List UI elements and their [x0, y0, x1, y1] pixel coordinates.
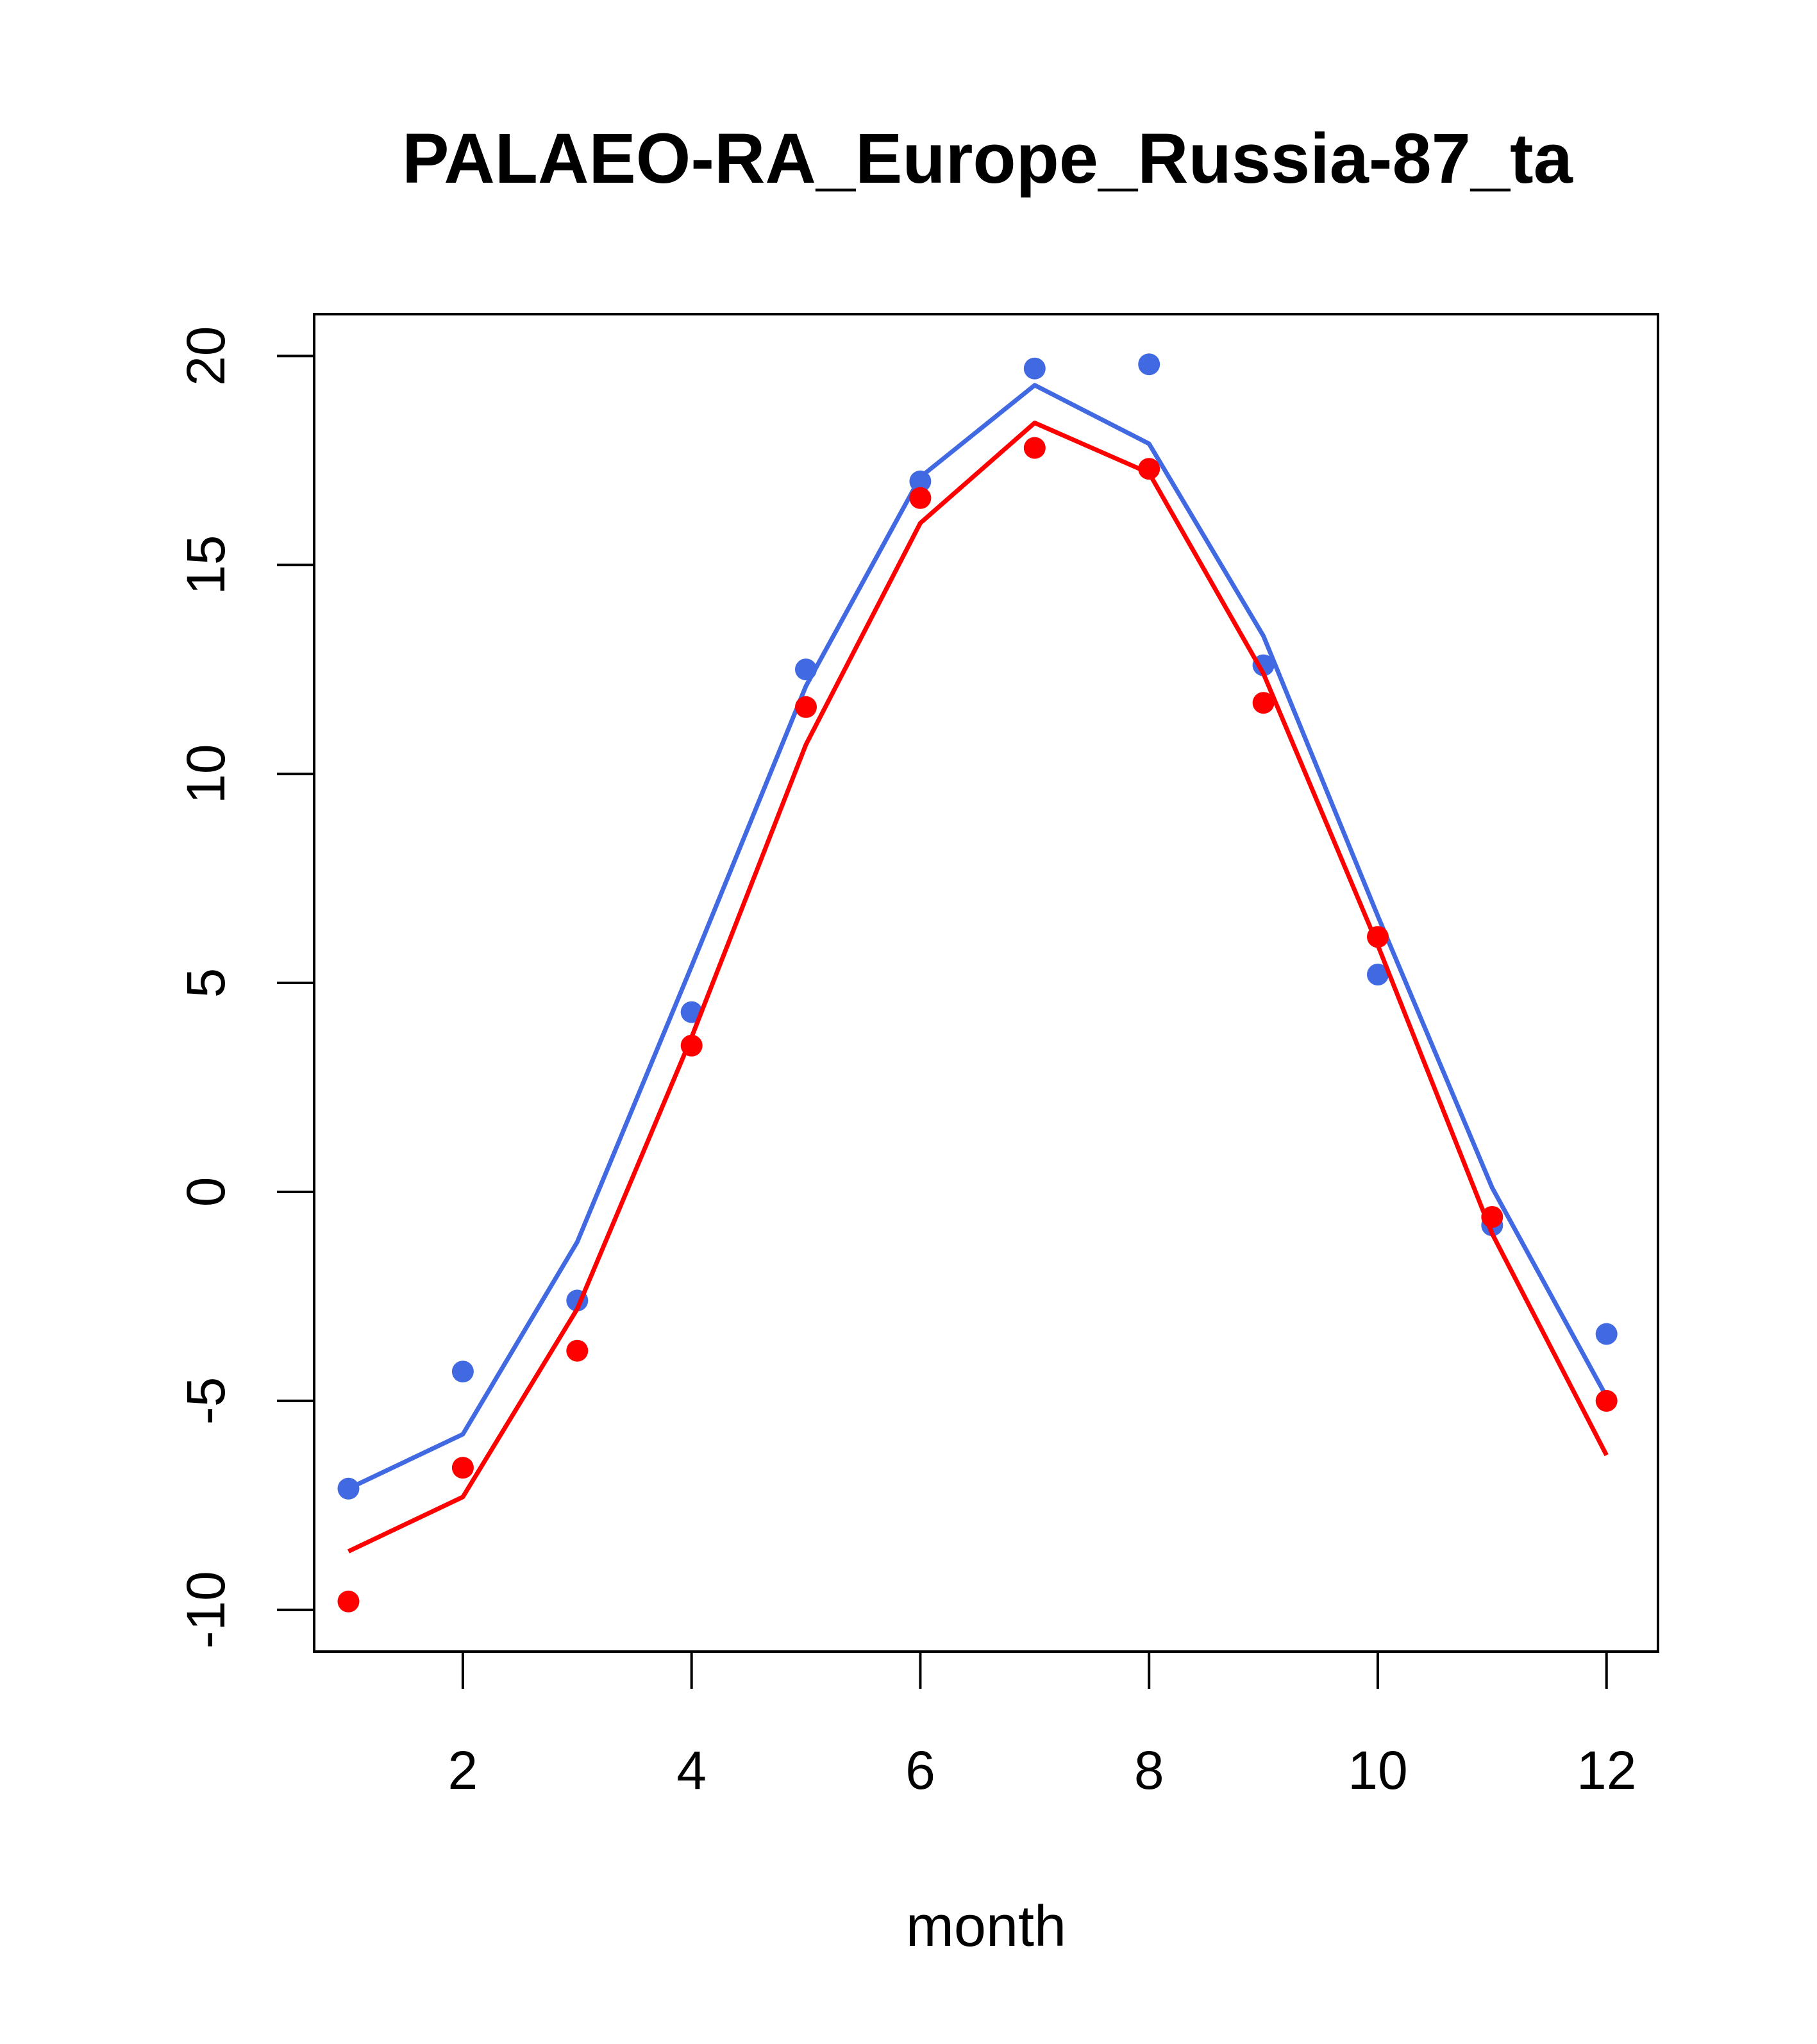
series-1-point: [1367, 964, 1389, 985]
series-1-point: [1138, 353, 1160, 376]
x-tick-label: 12: [1577, 1740, 1636, 1800]
series-2-point: [566, 1339, 589, 1362]
plot-frame: [313, 313, 1659, 1653]
y-tick-label: 20: [176, 326, 236, 385]
series-1-point: [909, 470, 932, 492]
y-axis: -10 -5 0 5 10 15 20: [176, 326, 315, 1649]
series-2-point: [795, 696, 817, 718]
series-1-point: [1023, 357, 1046, 380]
series-2-line: [347, 421, 1609, 1554]
series-2-point: [1481, 1206, 1503, 1228]
series-1-point: [1595, 1323, 1618, 1345]
x-tick-label: 10: [1348, 1740, 1407, 1800]
series-2-point: [909, 487, 932, 509]
x-tick-label: 6: [905, 1740, 935, 1800]
series-2-point: [1595, 1389, 1618, 1412]
plot-content: [337, 353, 1618, 1613]
chart-title: PALAEO-RA_Europe_Russia-87_ta: [402, 119, 1573, 198]
series-2-point: [1367, 926, 1389, 948]
x-axis-label: month: [906, 1895, 1066, 1959]
y-tick-label: 5: [176, 968, 236, 998]
series-2-point: [1252, 692, 1275, 714]
series-2-point: [451, 1457, 474, 1479]
x-tick-label: 4: [676, 1740, 707, 1800]
series-1-line: [347, 383, 1609, 1491]
series-1-point: [795, 658, 817, 681]
series-1-point: [451, 1361, 474, 1383]
series-2-point: [1023, 437, 1046, 459]
x-axis: 2 4 6 8 10 12: [448, 1650, 1636, 1800]
y-tick-label: 0: [176, 1177, 236, 1207]
y-tick-label: 10: [176, 744, 236, 803]
y-tick-label: 15: [176, 535, 236, 594]
series-1-point: [337, 1477, 360, 1500]
x-tick-label: 8: [1134, 1740, 1164, 1800]
x-tick-label: 2: [448, 1740, 478, 1800]
series-1: [337, 353, 1618, 1500]
y-tick-label: -5: [176, 1377, 236, 1425]
series-2-point: [1138, 458, 1160, 480]
series-2: [337, 421, 1618, 1613]
series-2-point: [680, 1034, 703, 1057]
y-tick-label: -10: [176, 1571, 236, 1648]
series-2-point: [337, 1590, 360, 1613]
